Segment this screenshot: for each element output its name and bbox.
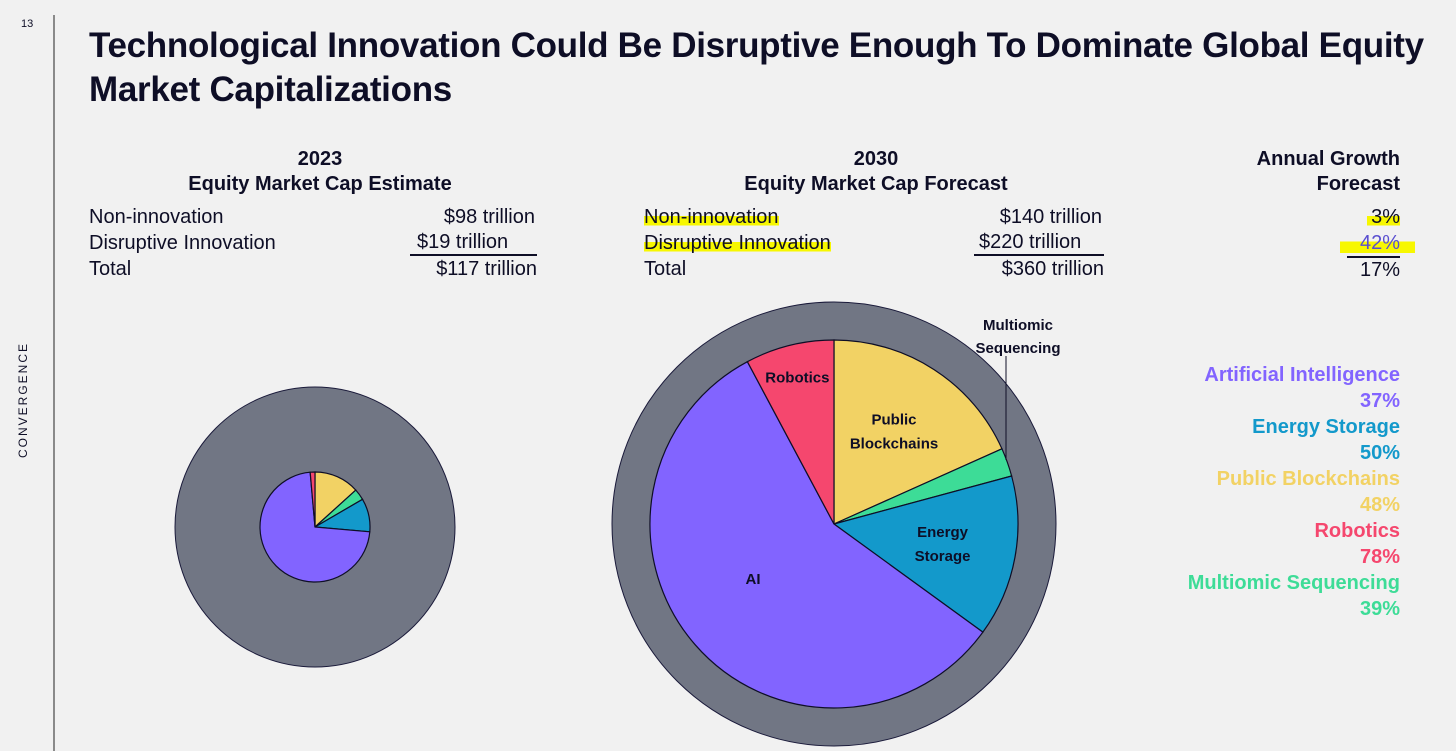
slice-label: Blockchains [850,435,938,452]
slice-label: Sequencing [975,340,1060,357]
slice-label: Energy [917,524,969,541]
row-value: $19 trillion [410,230,537,256]
legend-item-name: Artificial Intelligence [1204,364,1400,386]
pie-slice-robotics [309,471,316,528]
growth-header-line2: Forecast [1316,173,1400,195]
slice-label: Multiomic [983,317,1053,334]
row-label: Disruptive Innovation [89,232,276,254]
slice-label: Storage [915,548,971,565]
subtitle-2030: Equity Market Cap Forecast [744,173,1008,195]
row-label: Total [89,258,132,280]
legend-item-name: Public Blockchains [1216,468,1400,490]
slice-label: Robotics [765,370,829,387]
legend-item-growth: 78% [1359,546,1400,568]
legend-item-growth: 50% [1359,442,1400,464]
growth-header-line1: Annual Growth [1256,148,1400,170]
legend-item-name: Energy Storage [1252,416,1400,438]
legend-item-name: Robotics [1314,520,1400,542]
pie-slice-ai [649,360,984,709]
slice-label: AI [746,571,761,588]
divider [53,15,55,751]
growth-value: 17% [1300,256,1415,283]
table-row: Total $117 trillion [89,256,537,282]
table-row: Disruptive Innovation $220 trillion [644,230,1104,256]
row-value: $220 trillion [974,230,1104,256]
growth-value-text: 17% [1347,256,1400,282]
year-2023: 2023 [297,148,343,170]
table-2030: Non-innovation $140 trillion Disruptive I… [644,204,1104,282]
row-value: $98 trillion [443,206,535,228]
pie-slice-energy-storage [832,475,1019,633]
growth-header: Annual Growth Forecast [1200,147,1400,197]
legend-item-growth: 39% [1359,598,1400,620]
table-row: Disruptive Innovation $19 trillion [89,230,537,256]
slice-label: Public [872,411,917,428]
pie-slice-ai [259,471,371,583]
table-2023-header: 2023 Equity Market Cap Estimate [170,147,470,197]
row-value: $117 trillion [436,258,537,280]
pie-slice-robotics [746,339,835,525]
row-value: $140 trillion [999,206,1102,228]
table-row: Non-innovation $98 trillion [89,204,537,230]
row-value: $360 trillion [1001,258,1104,280]
legend-item-name: Multiomic Sequencing [1187,572,1400,594]
table-2023: Non-innovation $98 trillion Disruptive In… [89,204,537,282]
growth-value-text: 3% [1367,206,1400,228]
page-number: 13 [21,18,34,30]
legend: Artificial Intelligence 37% Energy Storage… [1100,362,1400,622]
legend-item-growth: 37% [1359,390,1400,412]
table-2030-header: 2030 Equity Market Cap Forecast [726,147,1026,197]
growth-value-text: 42% [1340,230,1415,256]
growth-value: 3% [1300,204,1415,230]
pie-slice-public-blockchains [833,339,1003,525]
row-label-highlighted: Disruptive Innovation [644,232,831,254]
growth-values: 3% 42% 17% [1300,204,1415,283]
row-label: Non-innovation [89,206,224,228]
page-title: Technological Innovation Could Be Disrup… [89,26,1424,109]
legend-item-growth: 48% [1359,494,1400,516]
row-label-highlighted: Non-innovation [644,206,779,228]
subtitle-2023: Equity Market Cap Estimate [188,173,452,195]
year-2030: 2030 [853,148,899,170]
growth-value: 42% [1300,230,1415,256]
table-row: Non-innovation $140 trillion [644,204,1104,230]
table-row: Total $360 trillion [644,256,1104,282]
row-label: Total [644,258,687,280]
